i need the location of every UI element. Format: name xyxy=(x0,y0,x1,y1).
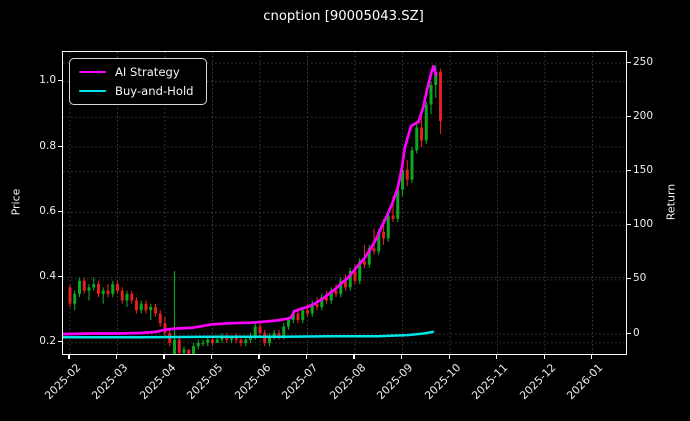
legend-label-buy-and-hold: Buy-and-Hold xyxy=(115,84,194,98)
legend-label-ai-strategy: AI Strategy xyxy=(115,65,180,79)
return-tick-label: 50 xyxy=(633,272,647,285)
price-tick-mark xyxy=(57,145,62,147)
price-tick-mark xyxy=(57,210,62,212)
chart-title: cnoption [90005043.SZ] xyxy=(263,9,424,24)
x-tick-mark xyxy=(353,354,355,359)
return-tick-label: 100 xyxy=(633,218,654,231)
x-tick-mark xyxy=(401,354,403,359)
return-tick-mark xyxy=(626,332,631,334)
x-tick-mark xyxy=(543,354,545,359)
return-tick-label: 150 xyxy=(633,163,654,176)
price-tick-label: 0.8 xyxy=(39,139,56,152)
plot-area: AI Strategy Buy-and-Hold xyxy=(62,51,627,355)
x-tick-mark xyxy=(68,354,70,359)
x-tick-mark xyxy=(591,354,593,359)
x-tick-mark xyxy=(496,354,498,359)
x-tick-mark xyxy=(258,354,260,359)
x-tick-mark xyxy=(210,354,213,359)
x-tick-mark xyxy=(115,354,118,359)
buy-and-hold-line-swatch xyxy=(79,89,106,93)
return-tick-mark xyxy=(626,224,631,226)
ai-strategy-line-swatch xyxy=(79,70,106,74)
price-tick-label: 1.0 xyxy=(39,74,56,87)
return-axis-label: Return xyxy=(664,183,678,221)
legend-item-buy-and-hold: Buy-and-Hold xyxy=(79,84,194,98)
return-tick-mark xyxy=(626,61,631,63)
price-tick-mark xyxy=(57,341,62,343)
return-tick-mark xyxy=(626,278,631,280)
x-tick-mark xyxy=(163,354,165,359)
price-tick-mark xyxy=(57,276,62,278)
x-tick-mark xyxy=(305,354,308,359)
return-tick-label: 0 xyxy=(633,326,640,339)
return-tick-label: 250 xyxy=(633,55,654,68)
return-tick-label: 200 xyxy=(633,109,654,122)
legend-item-ai-strategy: AI Strategy xyxy=(79,65,194,79)
legend: AI Strategy Buy-and-Hold xyxy=(69,58,207,105)
price-tick-mark xyxy=(57,80,62,82)
price-tick-label: 0.4 xyxy=(39,270,56,283)
candlestick-chart xyxy=(63,52,626,354)
price-tick-label: 0.6 xyxy=(39,204,56,217)
x-tick-mark xyxy=(448,354,450,359)
return-tick-mark xyxy=(626,169,631,172)
return-tick-mark xyxy=(626,115,631,117)
price-tick-label: 0.2 xyxy=(39,335,56,348)
